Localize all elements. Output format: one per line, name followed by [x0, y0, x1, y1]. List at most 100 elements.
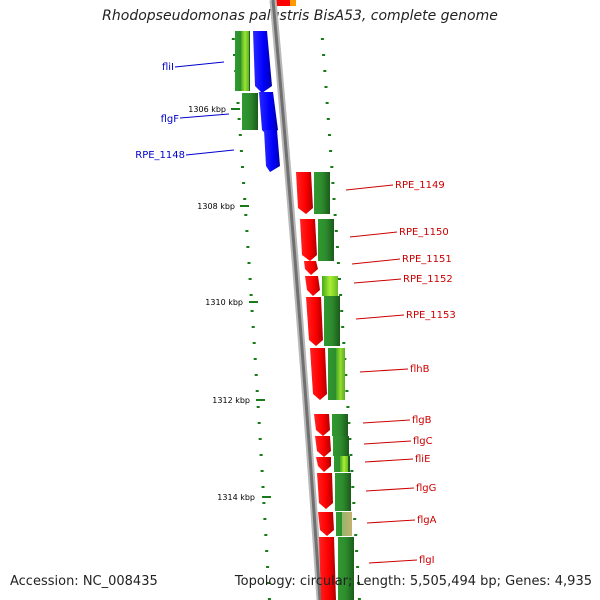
inner-tick — [266, 566, 270, 568]
gene-arrow-rpe1149[interactable] — [296, 172, 313, 214]
inner-tick — [264, 534, 268, 536]
gene-label-flie[interactable]: fliE — [415, 454, 430, 465]
inner-tick — [255, 390, 259, 392]
inner-tick — [256, 406, 260, 408]
gene-arrow-rpe1152[interactable] — [305, 276, 320, 296]
gene-label-rpe1149[interactable]: RPE_1149 — [395, 180, 445, 191]
outer-tick — [344, 374, 348, 376]
gene-label-rpe1148[interactable]: RPE_1148 — [135, 150, 185, 161]
outer-tick — [329, 150, 333, 152]
outer-tick — [339, 294, 343, 296]
inner-tick — [245, 230, 249, 232]
gene-label-flgf[interactable]: flgF — [161, 114, 180, 125]
inner-tick — [233, 54, 236, 56]
outer-tick — [331, 182, 335, 184]
forward-strand-genes — [235, 31, 280, 172]
gene-label-flgg[interactable]: flgG — [416, 483, 436, 494]
outer-tick — [346, 406, 350, 408]
outer-tick — [351, 486, 355, 488]
gene-arrow-flie[interactable] — [316, 457, 331, 472]
inner-tick — [267, 582, 270, 584]
outer-tick — [335, 246, 339, 248]
outer-tick — [345, 390, 349, 392]
gene-label-flhb[interactable]: flhB — [410, 364, 430, 375]
gene-label-rpe1151[interactable]: RPE_1151 — [402, 254, 452, 265]
outer-tick-ring — [320, 38, 361, 600]
inner-tick — [267, 598, 271, 600]
inner-tick — [258, 438, 262, 440]
gene-arrow-rpe1151[interactable] — [304, 261, 318, 275]
gene-label-flgc[interactable]: flgC — [413, 436, 433, 447]
kbp-label-1310: 1310 kbp — [205, 298, 243, 307]
gene-arrow-rpe1150[interactable] — [300, 219, 317, 261]
inner-tick — [238, 134, 242, 136]
cog-box-flgf — [242, 93, 258, 130]
inner-tick — [253, 358, 257, 360]
kbp-label-1306: 1306 kbp — [188, 105, 226, 114]
inner-tick — [248, 278, 252, 280]
gene-label-flii[interactable]: fliI — [162, 62, 174, 73]
gene-arrow-flgb[interactable] — [314, 414, 330, 436]
kbp-ticks: 1306 kbp 1308 kbp 1310 kbp 1312 kbp 1314… — [188, 105, 271, 502]
gene-label-flgb[interactable]: flgB — [412, 415, 432, 426]
inner-tick — [241, 166, 244, 168]
gene-arrow-flgi[interactable] — [319, 537, 336, 600]
inner-tick — [242, 182, 246, 184]
reverse-strand-genes — [296, 172, 354, 600]
outer-tick — [328, 134, 331, 136]
inner-tick — [247, 262, 251, 264]
gene-arrow-flhb[interactable] — [310, 348, 327, 400]
outer-tick — [354, 534, 358, 536]
inner-tick — [257, 422, 261, 424]
outer-tick — [349, 454, 353, 456]
gene-arrow-flga[interactable] — [318, 512, 334, 536]
inner-tick — [231, 38, 235, 40]
outer-tick — [326, 118, 330, 120]
outer-tick — [357, 598, 361, 600]
gene-arrow-rpe1148[interactable] — [264, 130, 280, 172]
inner-tick — [244, 214, 248, 216]
inner-tick — [262, 502, 266, 504]
outer-tick — [350, 470, 354, 472]
gene-label-rpe1153[interactable]: RPE_1153 — [406, 310, 456, 321]
kbp-label-1314: 1314 kbp — [217, 493, 255, 502]
gene-arrow-flgg[interactable] — [317, 473, 333, 509]
outer-tick — [348, 438, 352, 440]
outer-tick — [324, 86, 328, 88]
accession-text: Accession: NC_008435 — [10, 574, 158, 589]
inner-tick — [250, 310, 254, 312]
leader-lines — [174, 61, 418, 564]
inner-tick — [261, 486, 265, 488]
outer-tick — [336, 262, 340, 264]
outer-tick — [353, 518, 357, 520]
inner-tick — [252, 342, 256, 344]
outer-tick — [338, 278, 341, 280]
inner-tick — [237, 118, 241, 120]
outer-tick — [341, 326, 345, 328]
inner-tick — [254, 374, 258, 376]
gene-arrow-flgf[interactable] — [259, 92, 278, 136]
outer-tick — [320, 38, 324, 40]
gene-arrow-flgc[interactable] — [315, 436, 331, 457]
outer-tick — [342, 342, 346, 344]
outer-tick — [352, 502, 356, 504]
top-partial-features — [276, 0, 296, 6]
inner-tick — [260, 470, 264, 472]
outer-tick — [323, 70, 327, 72]
gene-label-rpe1152[interactable]: RPE_1152 — [403, 274, 453, 285]
inner-tick — [249, 294, 253, 296]
gene-label-flgi[interactable]: flgI — [419, 555, 435, 566]
gene-arrow-flii[interactable] — [253, 31, 272, 93]
outer-tick — [333, 214, 337, 216]
inner-tick — [265, 550, 269, 552]
outer-tick — [356, 566, 360, 568]
outer-tick — [340, 310, 344, 312]
gene-arrow-rpe1153[interactable] — [306, 297, 323, 346]
outer-tick — [325, 102, 329, 104]
gene-label-flga[interactable]: flgA — [417, 515, 437, 526]
inner-tick — [251, 326, 255, 328]
topology-text: Topology: circular; Length: 5,505,494 bp… — [234, 574, 592, 589]
outer-tick — [330, 166, 334, 168]
gene-label-rpe1150[interactable]: RPE_1150 — [399, 227, 449, 238]
